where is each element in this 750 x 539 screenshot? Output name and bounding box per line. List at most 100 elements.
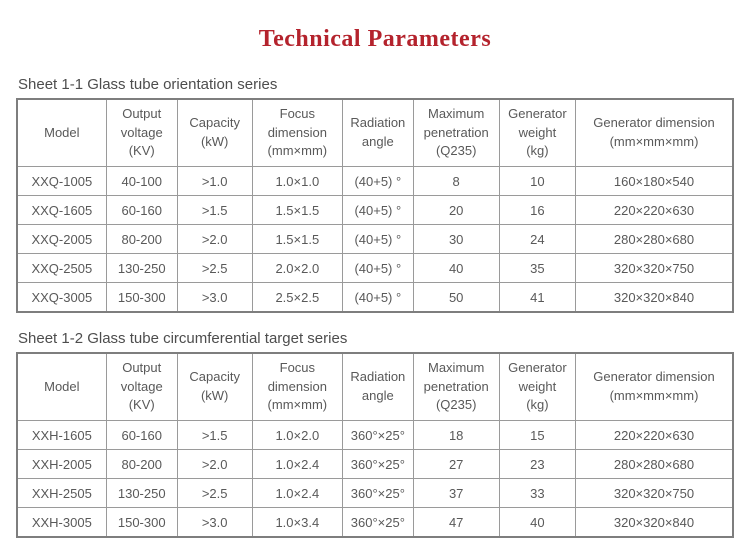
header-cell: Generator weight (kg) [498, 352, 577, 421]
table-cell: XXQ-2505 [16, 253, 107, 283]
circumferential-target-series-table: Model Output voltage (KV) Capacity (kW) Foc… [16, 352, 734, 538]
table-row: XXQ-2005 80-200 >2.0 1.5×1.5 (40+5) ° 30 24 280… [16, 224, 734, 254]
table-cell: >2.5 [176, 478, 253, 508]
table-cell: XXQ-3005 [16, 282, 107, 313]
table-cell: XXQ-1605 [16, 195, 107, 225]
table-cell: XXH-3005 [16, 507, 107, 538]
header-cell: Generator dimension (mm×mm×mm) [575, 98, 734, 167]
table-cell: 18 [412, 420, 500, 450]
table-cell: >1.0 [176, 166, 253, 196]
table-cell: 8 [412, 166, 500, 196]
header-cell: Radiation angle [342, 98, 414, 167]
table-cell: 37 [412, 478, 500, 508]
header-cell: Model [16, 98, 107, 167]
orientation-series-table: Model Output voltage (KV) Capacity (kW) Foc… [16, 98, 734, 313]
table-cell: 20 [412, 195, 500, 225]
table-cell: (40+5) ° [342, 224, 414, 254]
table-cell: 360°×25° [342, 420, 414, 450]
header-cell: Model [16, 352, 107, 421]
table-cell: 40-100 [105, 166, 178, 196]
table-cell: 10 [498, 166, 577, 196]
table-cell: 320×320×840 [575, 507, 734, 538]
table-cell: 320×320×750 [575, 253, 734, 283]
table-cell: 40 [498, 507, 577, 538]
table-cell: 33 [498, 478, 577, 508]
table-cell: 280×280×680 [575, 449, 734, 479]
table-cell: 16 [498, 195, 577, 225]
header-cell: Capacity (kW) [176, 98, 253, 167]
header-cell: Capacity (kW) [176, 352, 253, 421]
table-cell: 60-160 [105, 195, 178, 225]
table-row: XXQ-2505 130-250 >2.5 2.0×2.0 (40+5) ° 40 35 32… [16, 253, 734, 283]
header-row: Model Output voltage (KV) Capacity (kW) Foc… [16, 98, 734, 167]
header-cell: Focus dimension (mm×mm) [251, 352, 344, 421]
table-row: XXQ-1605 60-160 >1.5 1.5×1.5 (40+5) ° 20 16 220… [16, 195, 734, 225]
table-cell: 80-200 [105, 224, 178, 254]
table-cell: XXQ-2005 [16, 224, 107, 254]
header-cell: Generator dimension (mm×mm×mm) [575, 352, 734, 421]
table-cell: 50 [412, 282, 500, 313]
table-caption-sheet-1-1: Sheet 1-1 Glass tube orientation series [18, 76, 278, 93]
table-body: XXH-1605 60-160 >1.5 1.0×2.0 360°×25° 18 15 220… [16, 420, 734, 538]
table-cell: 2.5×2.5 [251, 282, 344, 313]
table-cell: 24 [498, 224, 577, 254]
table-cell: (40+5) ° [342, 253, 414, 283]
header-cell: Output voltage (KV) [105, 98, 178, 167]
table-cell: 360°×25° [342, 478, 414, 508]
table-cell: 280×280×680 [575, 224, 734, 254]
table-cell: 47 [412, 507, 500, 538]
table-row: XXH-3005 150-300 >3.0 1.0×3.4 360°×25° 47 40 32… [16, 507, 734, 538]
table-cell: 1.0×2.4 [251, 478, 344, 508]
table-row: XXH-2005 80-200 >2.0 1.0×2.4 360°×25° 27 23 280… [16, 449, 734, 479]
table-cell: 2.0×2.0 [251, 253, 344, 283]
table-cell: >2.0 [176, 449, 253, 479]
table-cell: >3.0 [176, 507, 253, 538]
header-cell: Maximum penetration (Q235) [412, 352, 500, 421]
header-cell: Focus dimension (mm×mm) [251, 98, 344, 167]
table-row: XXQ-3005 150-300 >3.0 2.5×2.5 (40+5) ° 50 41 32… [16, 282, 734, 313]
table-cell: (40+5) ° [342, 166, 414, 196]
table-cell: 160×180×540 [575, 166, 734, 196]
table-caption-sheet-1-2: Sheet 1-2 Glass tube circumferential tar… [18, 330, 348, 347]
table-cell: 320×320×840 [575, 282, 734, 313]
table-cell: 1.5×1.5 [251, 224, 344, 254]
table-cell: 1.0×2.0 [251, 420, 344, 450]
page-title: Technical Parameters [258, 26, 492, 52]
table-body: XXQ-1005 40-100 >1.0 1.0×1.0 (40+5) ° 8 10 160×… [16, 166, 734, 313]
table-cell: 130-250 [105, 253, 178, 283]
table-cell: 220×220×630 [575, 195, 734, 225]
table-header: Model Output voltage (KV) Capacity (kW) Foc… [16, 352, 734, 421]
table-cell: 15 [498, 420, 577, 450]
table-header: Model Output voltage (KV) Capacity (kW) Foc… [16, 98, 734, 167]
table-cell: 27 [412, 449, 500, 479]
table-cell: 360°×25° [342, 449, 414, 479]
table-cell: 80-200 [105, 449, 178, 479]
table-cell: XXH-1605 [16, 420, 107, 450]
table-cell: >2.0 [176, 224, 253, 254]
table-cell: 1.0×2.4 [251, 449, 344, 479]
table-cell: 35 [498, 253, 577, 283]
table-cell: XXH-2005 [16, 449, 107, 479]
table-cell: 150-300 [105, 282, 178, 313]
header-row: Model Output voltage (KV) Capacity (kW) Foc… [16, 352, 734, 421]
table-cell: 150-300 [105, 507, 178, 538]
table-row: XXH-1605 60-160 >1.5 1.0×2.0 360°×25° 18 15 220… [16, 420, 734, 450]
table-row: XXQ-1005 40-100 >1.0 1.0×1.0 (40+5) ° 8 10 160×… [16, 166, 734, 196]
table-cell: 360°×25° [342, 507, 414, 538]
header-cell: Radiation angle [342, 352, 414, 421]
table-cell: 130-250 [105, 478, 178, 508]
table-cell: 1.0×3.4 [251, 507, 344, 538]
table-cell: 320×320×750 [575, 478, 734, 508]
header-cell: Generator weight (kg) [498, 98, 577, 167]
table-cell: XXH-2505 [16, 478, 107, 508]
header-cell: Output voltage (KV) [105, 352, 178, 421]
table-cell: >2.5 [176, 253, 253, 283]
table-cell: 60-160 [105, 420, 178, 450]
table-cell: 220×220×630 [575, 420, 734, 450]
table-cell: 1.5×1.5 [251, 195, 344, 225]
table-cell: 30 [412, 224, 500, 254]
table-cell: 1.0×1.0 [251, 166, 344, 196]
table-cell: XXQ-1005 [16, 166, 107, 196]
table-cell: >1.5 [176, 195, 253, 225]
table-row: XXH-2505 130-250 >2.5 1.0×2.4 360°×25° 37 33 32… [16, 478, 734, 508]
